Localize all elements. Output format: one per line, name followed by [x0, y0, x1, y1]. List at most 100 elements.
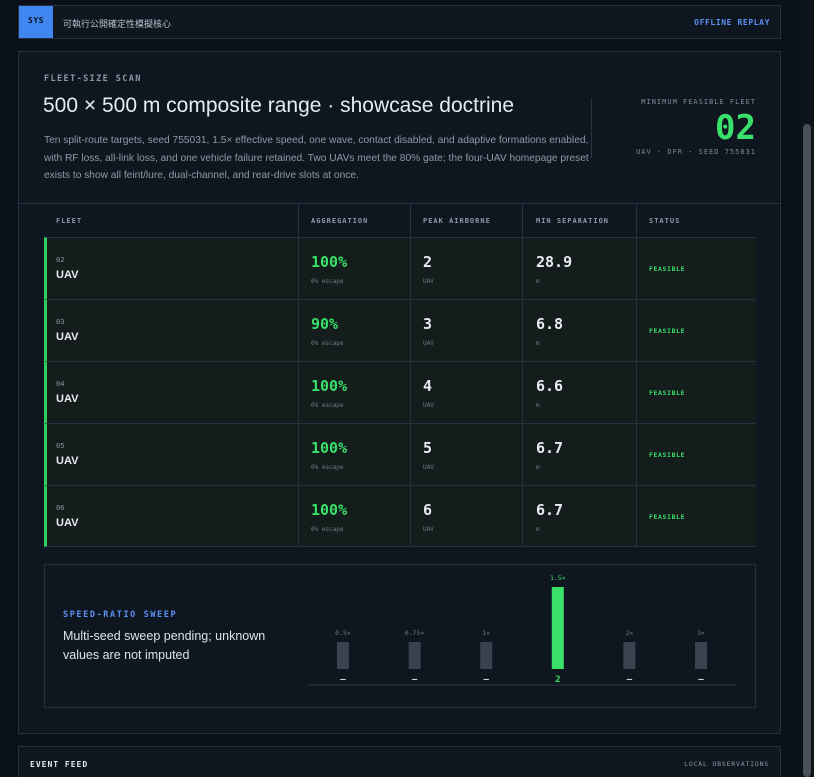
- column-divider: [522, 362, 523, 423]
- header-fleet[interactable]: FLEET: [56, 217, 83, 225]
- chart-tick-label: 0.5×: [335, 629, 351, 637]
- column-divider: [298, 238, 299, 299]
- chart-data-label: –: [412, 675, 418, 685]
- peak-airborne-sub: UAV: [423, 526, 434, 533]
- fleet-unit: UAV: [56, 393, 79, 405]
- fleet-unit: UAV: [56, 269, 79, 281]
- chart-bar[interactable]: [408, 642, 421, 669]
- divider: [591, 98, 592, 158]
- local-observations-label: LOCAL OBSERVATIONS: [684, 760, 769, 768]
- fleet-unit: UAV: [56, 455, 79, 467]
- chart-bar[interactable]: [337, 642, 349, 669]
- chart-data-label: –: [698, 675, 704, 685]
- header-min-separation[interactable]: MIN SEPARATION: [536, 217, 610, 225]
- chart-tick-label: 3×: [697, 629, 705, 637]
- column-divider: [298, 300, 299, 361]
- min-separation-sub: m: [536, 464, 540, 471]
- peak-airborne-sub: UAV: [423, 464, 434, 471]
- column-divider: [410, 486, 411, 547]
- aggregation-value: 100%: [311, 377, 348, 395]
- header-peak-airborne[interactable]: PEAK AIRBORNE: [423, 217, 491, 225]
- peak-airborne-sub: UAV: [423, 278, 434, 285]
- peak-airborne-sub: UAV: [423, 402, 434, 409]
- column-divider: [636, 300, 637, 361]
- status-badge: FEASIBLE: [649, 513, 686, 521]
- divider: [19, 203, 780, 204]
- fleet-size: 06: [56, 504, 65, 512]
- column-divider: [636, 424, 637, 485]
- status-badge: FEASIBLE: [649, 327, 686, 335]
- min-separation-value: 6.7: [536, 501, 564, 519]
- fleet-size: 05: [56, 442, 65, 450]
- aggregation-value: 100%: [311, 439, 348, 457]
- fleet-scan-panel: FLEET-SIZE SCAN 500 × 500 m composite ra…: [18, 51, 781, 734]
- chart-data-label: 2: [555, 675, 560, 685]
- aggregation-sub: 0% escape: [311, 526, 344, 533]
- status-badge: FEASIBLE: [649, 265, 686, 273]
- table-row[interactable]: 06 UAV 100% 0% escape 6 UAV 6.7 m FEASIBLE: [44, 485, 756, 547]
- scrollbar-thumb[interactable]: [803, 124, 811, 777]
- column-divider: [522, 204, 523, 237]
- peak-airborne-value: 3: [423, 315, 433, 333]
- fleet-unit: UAV: [56, 517, 79, 529]
- aggregation-value: 100%: [311, 501, 348, 519]
- min-fleet-label: MINIMUM FEASIBLE FLEET: [641, 98, 756, 106]
- chart-data-label: –: [483, 675, 489, 685]
- header-aggregation[interactable]: AGGREGATION: [311, 217, 369, 225]
- table-row[interactable]: 03 UAV 90% 0% escape 3 UAV 6.8 m FEASIBLE: [44, 299, 756, 361]
- peak-airborne-value: 2: [423, 253, 433, 271]
- chart-bar[interactable]: [480, 642, 493, 669]
- aggregation-sub: 0% escape: [311, 340, 344, 347]
- offline-replay-link[interactable]: OFFLINE REPLAY: [694, 18, 770, 27]
- fleet-size: 02: [56, 256, 65, 264]
- min-separation-sub: m: [536, 278, 540, 285]
- min-separation-sub: m: [536, 340, 540, 347]
- fleet-table: FLEET AGGREGATION PEAK AIRBORNE MIN SEPA…: [44, 204, 756, 547]
- table-body: 02 UAV 100% 0% escape 2 UAV 28.9 m FEASIBLE 03 UAV…: [44, 237, 756, 547]
- chart-tick-label: 2×: [625, 629, 633, 637]
- table-row[interactable]: 05 UAV 100% 0% escape 5 UAV 6.7 m FEASIBLE: [44, 423, 756, 485]
- chart-tick-label: 1.5×: [550, 574, 566, 582]
- event-feed-label: EVENT FEED: [30, 760, 89, 769]
- column-divider: [636, 238, 637, 299]
- header-status[interactable]: STATUS: [649, 217, 681, 225]
- column-divider: [522, 300, 523, 361]
- min-separation-value: 28.9: [536, 253, 573, 271]
- min-fleet-value: 02: [715, 108, 756, 148]
- table-header: FLEET AGGREGATION PEAK AIRBORNE MIN SEPA…: [44, 204, 756, 237]
- scrollbar[interactable]: [800, 0, 814, 777]
- fleet-size: 04: [56, 380, 65, 388]
- column-divider: [298, 204, 299, 237]
- column-divider: [410, 424, 411, 485]
- peak-airborne-value: 4: [423, 377, 433, 395]
- chart-data-label: –: [627, 675, 633, 685]
- min-separation-value: 6.6: [536, 377, 564, 395]
- column-divider: [636, 486, 637, 547]
- section-label: FLEET-SIZE SCAN: [44, 74, 142, 84]
- status-badge: FEASIBLE: [649, 389, 686, 397]
- table-row[interactable]: 02 UAV 100% 0% escape 2 UAV 28.9 m FEASIBLE: [44, 237, 756, 299]
- column-divider: [298, 486, 299, 547]
- chart-bar[interactable]: [551, 587, 564, 669]
- chart-bar[interactable]: [695, 642, 707, 669]
- chart-bar[interactable]: [623, 642, 636, 669]
- fleet-size: 03: [56, 318, 65, 326]
- min-separation-sub: m: [536, 526, 540, 533]
- table-row[interactable]: 04 UAV 100% 0% escape 4 UAV 6.6 m FEASIBLE: [44, 361, 756, 423]
- chart-data-label: –: [340, 675, 346, 685]
- column-divider: [298, 362, 299, 423]
- column-divider: [410, 238, 411, 299]
- min-separation-value: 6.8: [536, 315, 564, 333]
- chart-tick-label: 1×: [482, 629, 490, 637]
- fleet-unit: UAV: [56, 331, 79, 343]
- min-separation-value: 6.7: [536, 439, 564, 457]
- sys-badge[interactable]: SYS: [19, 6, 53, 38]
- aggregation-value: 90%: [311, 315, 339, 333]
- min-separation-sub: m: [536, 402, 540, 409]
- peak-airborne-sub: UAV: [423, 340, 434, 347]
- top-bar: SYS 可執行公開確定性模擬核心 OFFLINE REPLAY: [18, 5, 781, 39]
- column-divider: [522, 424, 523, 485]
- column-divider: [410, 204, 411, 237]
- column-divider: [410, 300, 411, 361]
- event-feed-panel: EVENT FEED LOCAL OBSERVATIONS: [18, 746, 781, 777]
